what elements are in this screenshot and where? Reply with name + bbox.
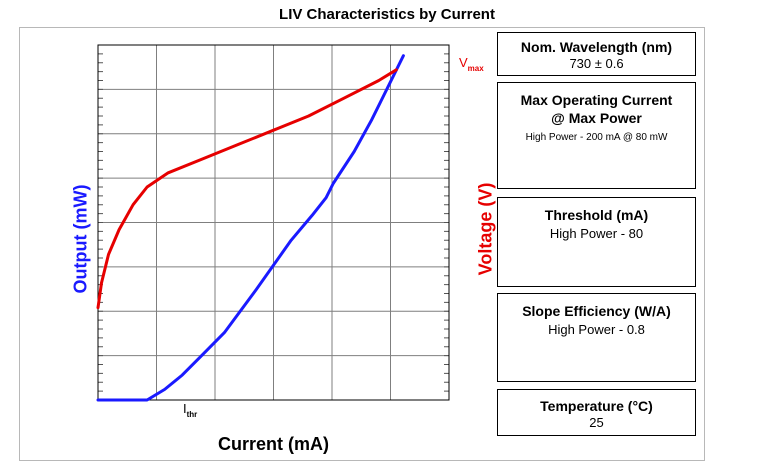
x-axis-label: Current (mA): [218, 434, 329, 454]
spec-wavelength-title: Nom. Wavelength (nm): [520, 39, 673, 55]
vmax-marker-symbol: V: [459, 55, 468, 70]
spec-threshold-title: Threshold (mA): [544, 207, 649, 223]
spec-threshold-value: High Power - 80: [549, 226, 644, 241]
spec-max-current-title-1: Max Operating Current: [520, 92, 673, 108]
spec-max-current-value: High Power - 200 mA @ 80 mW: [525, 132, 668, 143]
chart-title: LIV Characteristics by Current: [279, 6, 495, 23]
spec-max-current: Max Operating Current @ Max Power High P…: [497, 82, 696, 189]
spec-wavelength-value: 730 ± 0.6: [569, 56, 624, 71]
spec-slope: Slope Efficiency (W/A) High Power - 0.8: [497, 293, 696, 382]
spec-temperature: Temperature (°C) 25: [497, 389, 696, 436]
axis-ticks: [98, 53, 449, 392]
threshold-marker-symbol: I: [183, 401, 187, 416]
threshold-marker: Ithr: [183, 401, 197, 419]
spec-wavelength: Nom. Wavelength (nm) 730 ± 0.6: [497, 32, 696, 76]
spec-temperature-title: Temperature (°C): [540, 398, 653, 414]
series-line-voltage: [96, 68, 398, 310]
spec-threshold: Threshold (mA) High Power - 80: [497, 197, 696, 287]
plot-border: [97, 44, 450, 401]
vmax-marker-sub: max: [467, 64, 484, 73]
figure-frame: [19, 27, 705, 461]
vmax-marker: Vmax: [459, 55, 484, 73]
series-line-output: [96, 54, 405, 402]
spec-slope-title: Slope Efficiency (W/A): [522, 303, 671, 319]
threshold-marker-sub: thr: [186, 410, 198, 419]
spec-max-current-title-2: @ Max Power: [551, 110, 642, 126]
spec-temperature-value: 25: [589, 415, 604, 430]
series-group: [96, 54, 405, 402]
y-axis-right-label: Voltage (V): [475, 182, 496, 276]
spec-slope-value: High Power - 0.8: [548, 322, 645, 337]
grid: [98, 45, 449, 400]
y-axis-left-label: Output (mW): [70, 184, 91, 294]
